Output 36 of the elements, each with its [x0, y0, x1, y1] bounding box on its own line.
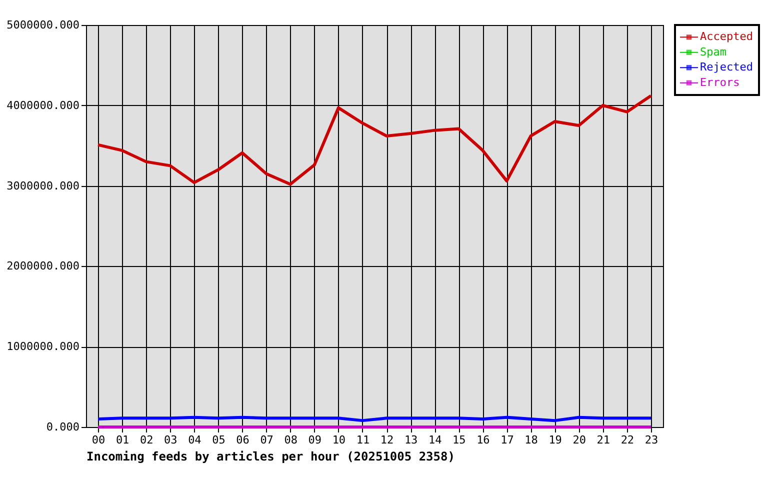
y-tick-label: 3000000.000 — [6, 179, 80, 192]
y-tick-label: 5000000.000 — [6, 18, 80, 32]
y-tick-label: 0.000 — [46, 420, 80, 434]
x-tick-label: 19 — [548, 434, 562, 446]
x-tick-label: 10 — [332, 434, 346, 446]
x-tick-label: 21 — [596, 434, 610, 446]
x-tick-label: 22 — [620, 434, 634, 446]
y-tick-label: 1000000.000 — [6, 340, 80, 354]
legend-label: Rejected — [700, 60, 753, 74]
x-axis-title: Incoming feeds by articles per hour (20251005 2358) — [86, 450, 455, 464]
legend-label: Errors — [700, 76, 740, 89]
x-tick-label: 03 — [164, 434, 178, 446]
x-tick-label: 01 — [116, 434, 130, 446]
x-tick-label: 07 — [260, 434, 274, 446]
x-tick-label: 23 — [644, 434, 658, 446]
x-tick-label: 16 — [476, 434, 490, 446]
x-tick-label: 18 — [524, 434, 538, 446]
line-series — [96, 94, 652, 186]
x-tick-label: 20 — [572, 434, 586, 446]
x-tick-label: 02 — [140, 434, 154, 446]
x-tick-label: 09 — [308, 434, 322, 446]
x-tick-label: 14 — [428, 434, 442, 446]
x-tick-label: 15 — [452, 434, 466, 446]
x-tick-label: 06 — [236, 434, 250, 446]
x-tick-label: 00 — [92, 434, 106, 446]
x-tick-label: 08 — [284, 434, 298, 446]
y-tick-label: 2000000.000 — [6, 260, 80, 273]
y-tick-label: 4000000.000 — [6, 98, 80, 112]
x-tick-label: 13 — [404, 434, 418, 446]
x-tick-label: 17 — [500, 434, 514, 446]
x-tick-label: 12 — [380, 434, 394, 446]
legend-label: Accepted — [700, 30, 753, 44]
x-tick-label: 11 — [356, 434, 370, 446]
x-tick-label: 05 — [212, 434, 226, 446]
x-tick-label: 04 — [188, 434, 202, 446]
legend-label: Spam — [700, 45, 727, 58]
